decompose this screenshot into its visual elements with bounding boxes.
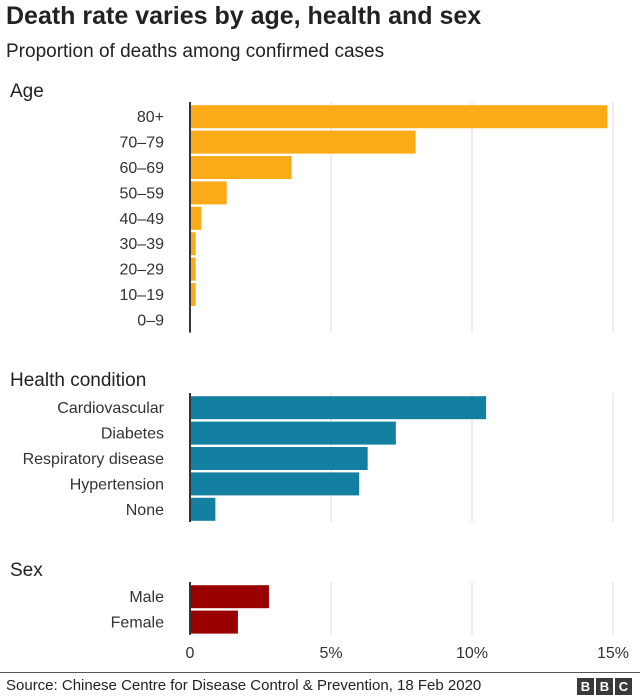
source-note: Source: Chinese Centre for Disease Contr… [6,677,482,694]
bar [190,283,196,306]
bar [190,497,216,521]
bar [190,257,196,281]
bar [190,447,368,470]
logo-letter: B [596,678,613,695]
bar [190,396,487,420]
panel-title: Health condition [10,370,146,391]
category-label: Respiratory disease [23,451,165,468]
category-label: 10–19 [120,287,165,304]
category-label: 30–39 [120,236,165,253]
bar [190,156,292,179]
category-label: Cardiovascular [57,400,164,417]
bar [190,232,196,256]
panel-title: Age [10,81,44,102]
x-tick-label: 0 [186,645,195,662]
panel-title: Sex [10,560,43,581]
category-label: 60–69 [120,160,165,177]
category-label: 50–59 [120,185,165,202]
category-label: Male [129,589,164,606]
x-tick-label: 15% [597,645,629,662]
bar [190,130,416,154]
bar [190,105,608,129]
category-label: 0–9 [137,312,164,329]
x-tick-label: 5% [319,645,342,662]
category-label: 80+ [137,109,164,126]
bar [190,472,360,496]
footer-divider [0,672,640,673]
bar-chart: Age 80+ 70–79 60–69 50–59 40–49 30–39 20–29 10–1… [10,81,629,662]
category-label: Diabetes [101,426,164,443]
logo-letter: C [615,678,632,695]
x-tick-label: 10% [456,645,488,662]
bbc-logo: B B C [577,678,632,695]
bar [190,206,202,230]
category-label: Hypertension [70,476,164,493]
bar [190,585,269,609]
chart-title: Death rate varies by age, health and sex [6,2,482,30]
chart-subtitle: Proportion of deaths among confirmed cas… [6,41,385,62]
category-label: 40–49 [120,211,165,228]
logo-letter: B [577,678,594,695]
bar [190,181,227,205]
bar [190,421,396,445]
category-label: 20–29 [120,262,165,279]
category-label: 70–79 [120,135,165,152]
category-label: None [126,502,164,519]
category-label: Female [111,615,164,632]
bar [190,610,238,634]
